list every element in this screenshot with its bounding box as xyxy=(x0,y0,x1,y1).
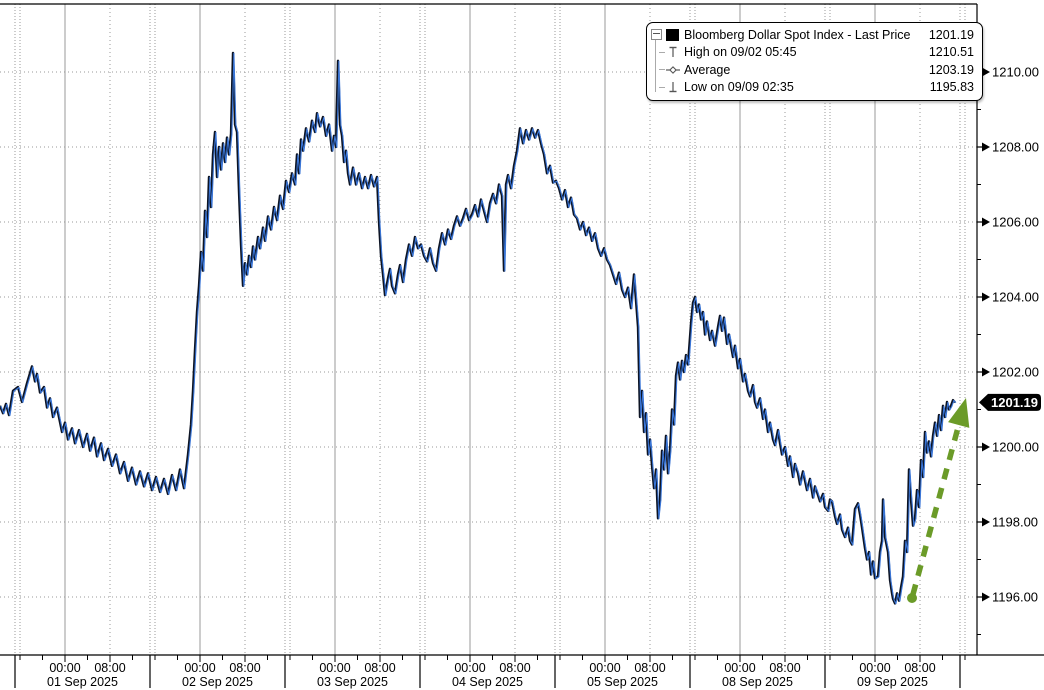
x-time-label: 00:00 xyxy=(184,661,215,675)
x-time-label: 08:00 xyxy=(769,661,800,675)
x-date-label: 04 Sep 2025 xyxy=(452,675,523,689)
legend-average-value: 1203.19 xyxy=(928,62,974,77)
y-axis: 1210.00 1208.00 1206.00 1204.00 1202.00 1200.… xyxy=(977,65,1039,635)
legend-expander-icon[interactable] xyxy=(651,29,662,41)
series-swatch-icon xyxy=(666,28,679,41)
x-time-label: 08:00 xyxy=(229,661,260,675)
price-line-dark xyxy=(0,51,956,605)
x-date-label: 08 Sep 2025 xyxy=(722,675,793,689)
y-tick-label: 1210.00 xyxy=(992,65,1039,80)
x-time-label: 08:00 xyxy=(499,661,530,675)
x-time-label: 00:00 xyxy=(319,661,350,675)
y-tick-label: 1202.00 xyxy=(992,365,1039,380)
last-price-badge: 1201.19 xyxy=(979,393,1041,411)
arrow-dashed-shaft xyxy=(910,424,962,596)
legend-high-label: High on 09/02 05:45 xyxy=(684,45,797,60)
arrow-head xyxy=(948,398,970,428)
y-tick-label: 1198.00 xyxy=(992,515,1038,530)
x-date-label: 05 Sep 2025 xyxy=(587,675,658,689)
high-marker-icon xyxy=(669,47,677,58)
legend-average-label: Average xyxy=(684,62,731,77)
legend-low-value: 1195.83 xyxy=(929,80,974,95)
legend-series-value: 1201.19 xyxy=(928,27,974,42)
y-tick-label: 1206.00 xyxy=(992,215,1039,230)
x-date-label: 09 Sep 2025 xyxy=(857,675,928,689)
average-marker-icon xyxy=(666,65,680,74)
legend-high-value: 1210.51 xyxy=(928,45,974,60)
x-time-label: 00:00 xyxy=(454,661,485,675)
x-time-label: 00:00 xyxy=(724,661,755,675)
x-date-label: 03 Sep 2025 xyxy=(317,675,388,689)
y-tick-arrow-icon xyxy=(982,592,990,602)
legend-row-high: High on 09/02 05:45 1210.51 xyxy=(651,44,974,62)
x-time-label: 08:00 xyxy=(94,661,125,675)
y-tick-label: 1196.00 xyxy=(992,590,1038,605)
y-tick-arrow-icon xyxy=(982,67,990,77)
legend-row-series: Bloomberg Dollar Spot Index - Last Price… xyxy=(651,26,974,44)
legend-box[interactable]: Bloomberg Dollar Spot Index - Last Price… xyxy=(646,22,983,101)
legend-series-label: Bloomberg Dollar Spot Index - Last Price xyxy=(684,27,911,42)
x-date-label: 02 Sep 2025 xyxy=(182,675,253,689)
axes xyxy=(0,3,1044,656)
last-price-label: 1201.19 xyxy=(991,395,1038,410)
x-time-label: 00:00 xyxy=(49,661,80,675)
x-time-label: 08:00 xyxy=(634,661,665,675)
y-tick-label: 1200.00 xyxy=(992,440,1039,455)
legend-row-average: Average 1203.19 xyxy=(651,61,974,79)
x-time-label: 08:00 xyxy=(364,661,395,675)
y-tick-arrow-icon xyxy=(982,367,990,377)
legend-row-low: Low on 09/09 02:35 1195.83 xyxy=(651,79,974,97)
price-line-blue xyxy=(0,52,957,605)
x-date-label: 01 Sep 2025 xyxy=(47,675,118,689)
y-tick-arrow-icon xyxy=(982,442,990,452)
y-tick-label: 1208.00 xyxy=(992,140,1039,155)
y-tick-arrow-icon xyxy=(982,517,990,527)
x-time-label: 08:00 xyxy=(904,661,935,675)
price-series xyxy=(0,51,957,605)
y-tick-arrow-icon xyxy=(982,142,990,152)
y-tick-arrow-icon xyxy=(982,292,990,302)
gridlines xyxy=(0,4,977,655)
x-time-label: 00:00 xyxy=(589,661,620,675)
low-marker-icon xyxy=(669,82,677,93)
y-tick-label: 1204.00 xyxy=(992,290,1039,305)
legend-low-label: Low on 09/09 02:35 xyxy=(684,80,794,95)
y-tick-arrow-icon xyxy=(982,217,990,227)
trend-arrow xyxy=(907,398,970,603)
legend-tree-line xyxy=(655,40,656,92)
x-time-label: 00:00 xyxy=(859,661,890,675)
